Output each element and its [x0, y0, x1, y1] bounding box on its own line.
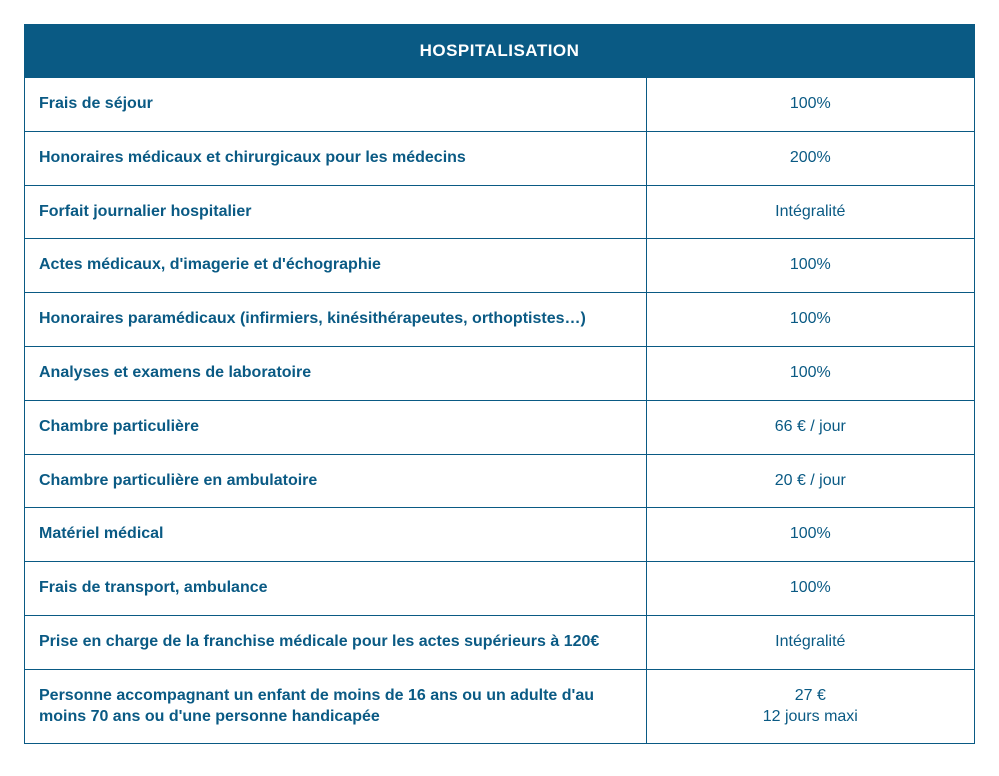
row-label: Honoraires paramédicaux (infirmiers, kin…: [25, 293, 647, 346]
row-value: 200%: [647, 132, 974, 185]
table-row: Frais de transport, ambulance 100%: [25, 561, 974, 615]
row-value: 20 € / jour: [647, 455, 974, 508]
row-value: 66 € / jour: [647, 401, 974, 454]
row-label: Forfait journalier hospitalier: [25, 186, 647, 239]
row-label: Personne accompagnant un enfant de moins…: [25, 670, 647, 744]
row-label: Chambre particulière en ambulatoire: [25, 455, 647, 508]
table-row: Analyses et examens de laboratoire 100%: [25, 346, 974, 400]
row-value: 100%: [647, 293, 974, 346]
table-row: Matériel médical 100%: [25, 507, 974, 561]
table-row: Honoraires médicaux et chirurgicaux pour…: [25, 131, 974, 185]
table-row: Actes médicaux, d'imagerie et d'échograp…: [25, 238, 974, 292]
row-value: 100%: [647, 562, 974, 615]
row-label: Honoraires médicaux et chirurgicaux pour…: [25, 132, 647, 185]
row-value: Intégralité: [647, 186, 974, 239]
row-label: Analyses et examens de laboratoire: [25, 347, 647, 400]
row-value: 100%: [647, 239, 974, 292]
table-row: Forfait journalier hospitalier Intégrali…: [25, 185, 974, 239]
table-row: Prise en charge de la franchise médicale…: [25, 615, 974, 669]
row-value: 100%: [647, 508, 974, 561]
table-row: Chambre particulière en ambulatoire 20 €…: [25, 454, 974, 508]
row-value-line1: 27 €: [795, 686, 826, 707]
row-label: Matériel médical: [25, 508, 647, 561]
table-header: HOSPITALISATION: [25, 25, 974, 77]
row-label: Frais de séjour: [25, 78, 647, 131]
hospitalisation-table: HOSPITALISATION Frais de séjour 100% Hon…: [24, 24, 975, 744]
row-value-line2: 12 jours maxi: [763, 707, 858, 728]
row-value: 100%: [647, 78, 974, 131]
row-label: Frais de transport, ambulance: [25, 562, 647, 615]
table-row: Frais de séjour 100%: [25, 77, 974, 131]
row-value: 27 € 12 jours maxi: [647, 670, 974, 744]
row-value: 100%: [647, 347, 974, 400]
row-label: Chambre particulière: [25, 401, 647, 454]
row-label: Actes médicaux, d'imagerie et d'échograp…: [25, 239, 647, 292]
table-row: Personne accompagnant un enfant de moins…: [25, 669, 974, 744]
table-row: Chambre particulière 66 € / jour: [25, 400, 974, 454]
row-label: Prise en charge de la franchise médicale…: [25, 616, 647, 669]
table-row: Honoraires paramédicaux (infirmiers, kin…: [25, 292, 974, 346]
row-value: Intégralité: [647, 616, 974, 669]
